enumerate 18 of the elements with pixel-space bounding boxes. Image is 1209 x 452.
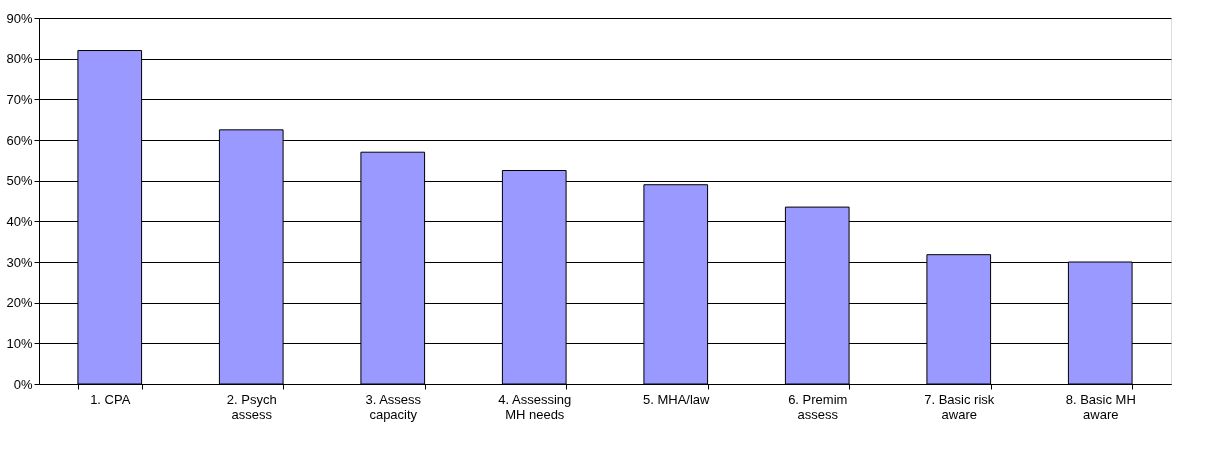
y-tick-label: 40%: [6, 213, 33, 229]
x-tick-label: 7. Basic risk aware: [924, 391, 995, 422]
y-tick-label: 80%: [6, 51, 33, 67]
y-tick-label: 20%: [6, 295, 33, 311]
y-tick-label: 70%: [6, 91, 33, 107]
x-tick-label: 3. Assess capacity: [365, 391, 422, 422]
y-tick-label: 30%: [6, 254, 33, 270]
y-tick-label: 0%: [13, 376, 33, 392]
y-tick-label: 90%: [6, 10, 33, 26]
x-tick-label: 1. CPA: [90, 391, 131, 407]
y-tick-label: 10%: [6, 335, 33, 351]
x-tick-label: 5. MHA/law: [643, 391, 711, 407]
x-tick-label: 8. Basic MH aware: [1065, 391, 1136, 422]
x-tick-label: 6. Premim assess: [788, 391, 848, 422]
y-tick-label: 60%: [6, 132, 33, 148]
y-tick-label: 50%: [6, 173, 33, 189]
x-tick-label: 2. Psych assess: [226, 391, 277, 422]
x-tick-label: 4. Assessing MH needs: [498, 391, 572, 422]
